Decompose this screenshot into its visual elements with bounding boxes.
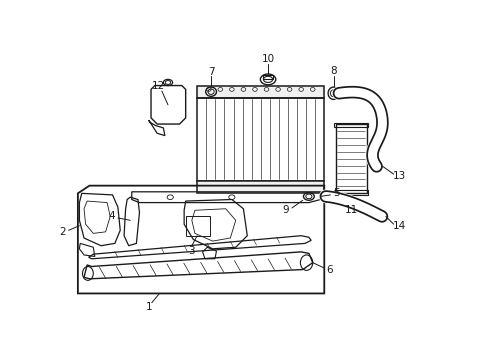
Text: 6: 6 [326,265,333,275]
Text: 14: 14 [393,221,406,231]
Bar [197,98,324,181]
Bar [263,75,273,80]
Text: 4: 4 [108,211,115,221]
Bar [336,124,367,193]
Text: 10: 10 [262,54,274,64]
Bar [334,190,368,195]
Text: 2: 2 [59,227,66,237]
Text: 3: 3 [189,246,195,256]
Bar [197,181,324,193]
Text: 8: 8 [330,66,337,76]
Bar [334,122,368,127]
Text: 7: 7 [208,67,215,77]
Text: 13: 13 [393,171,406,181]
Bar [186,216,210,236]
Text: 12: 12 [152,81,165,91]
Text: 11: 11 [344,205,358,215]
Text: 5: 5 [333,188,340,198]
Text: 9: 9 [282,205,289,215]
Bar [197,86,324,98]
Text: 1: 1 [146,302,152,312]
